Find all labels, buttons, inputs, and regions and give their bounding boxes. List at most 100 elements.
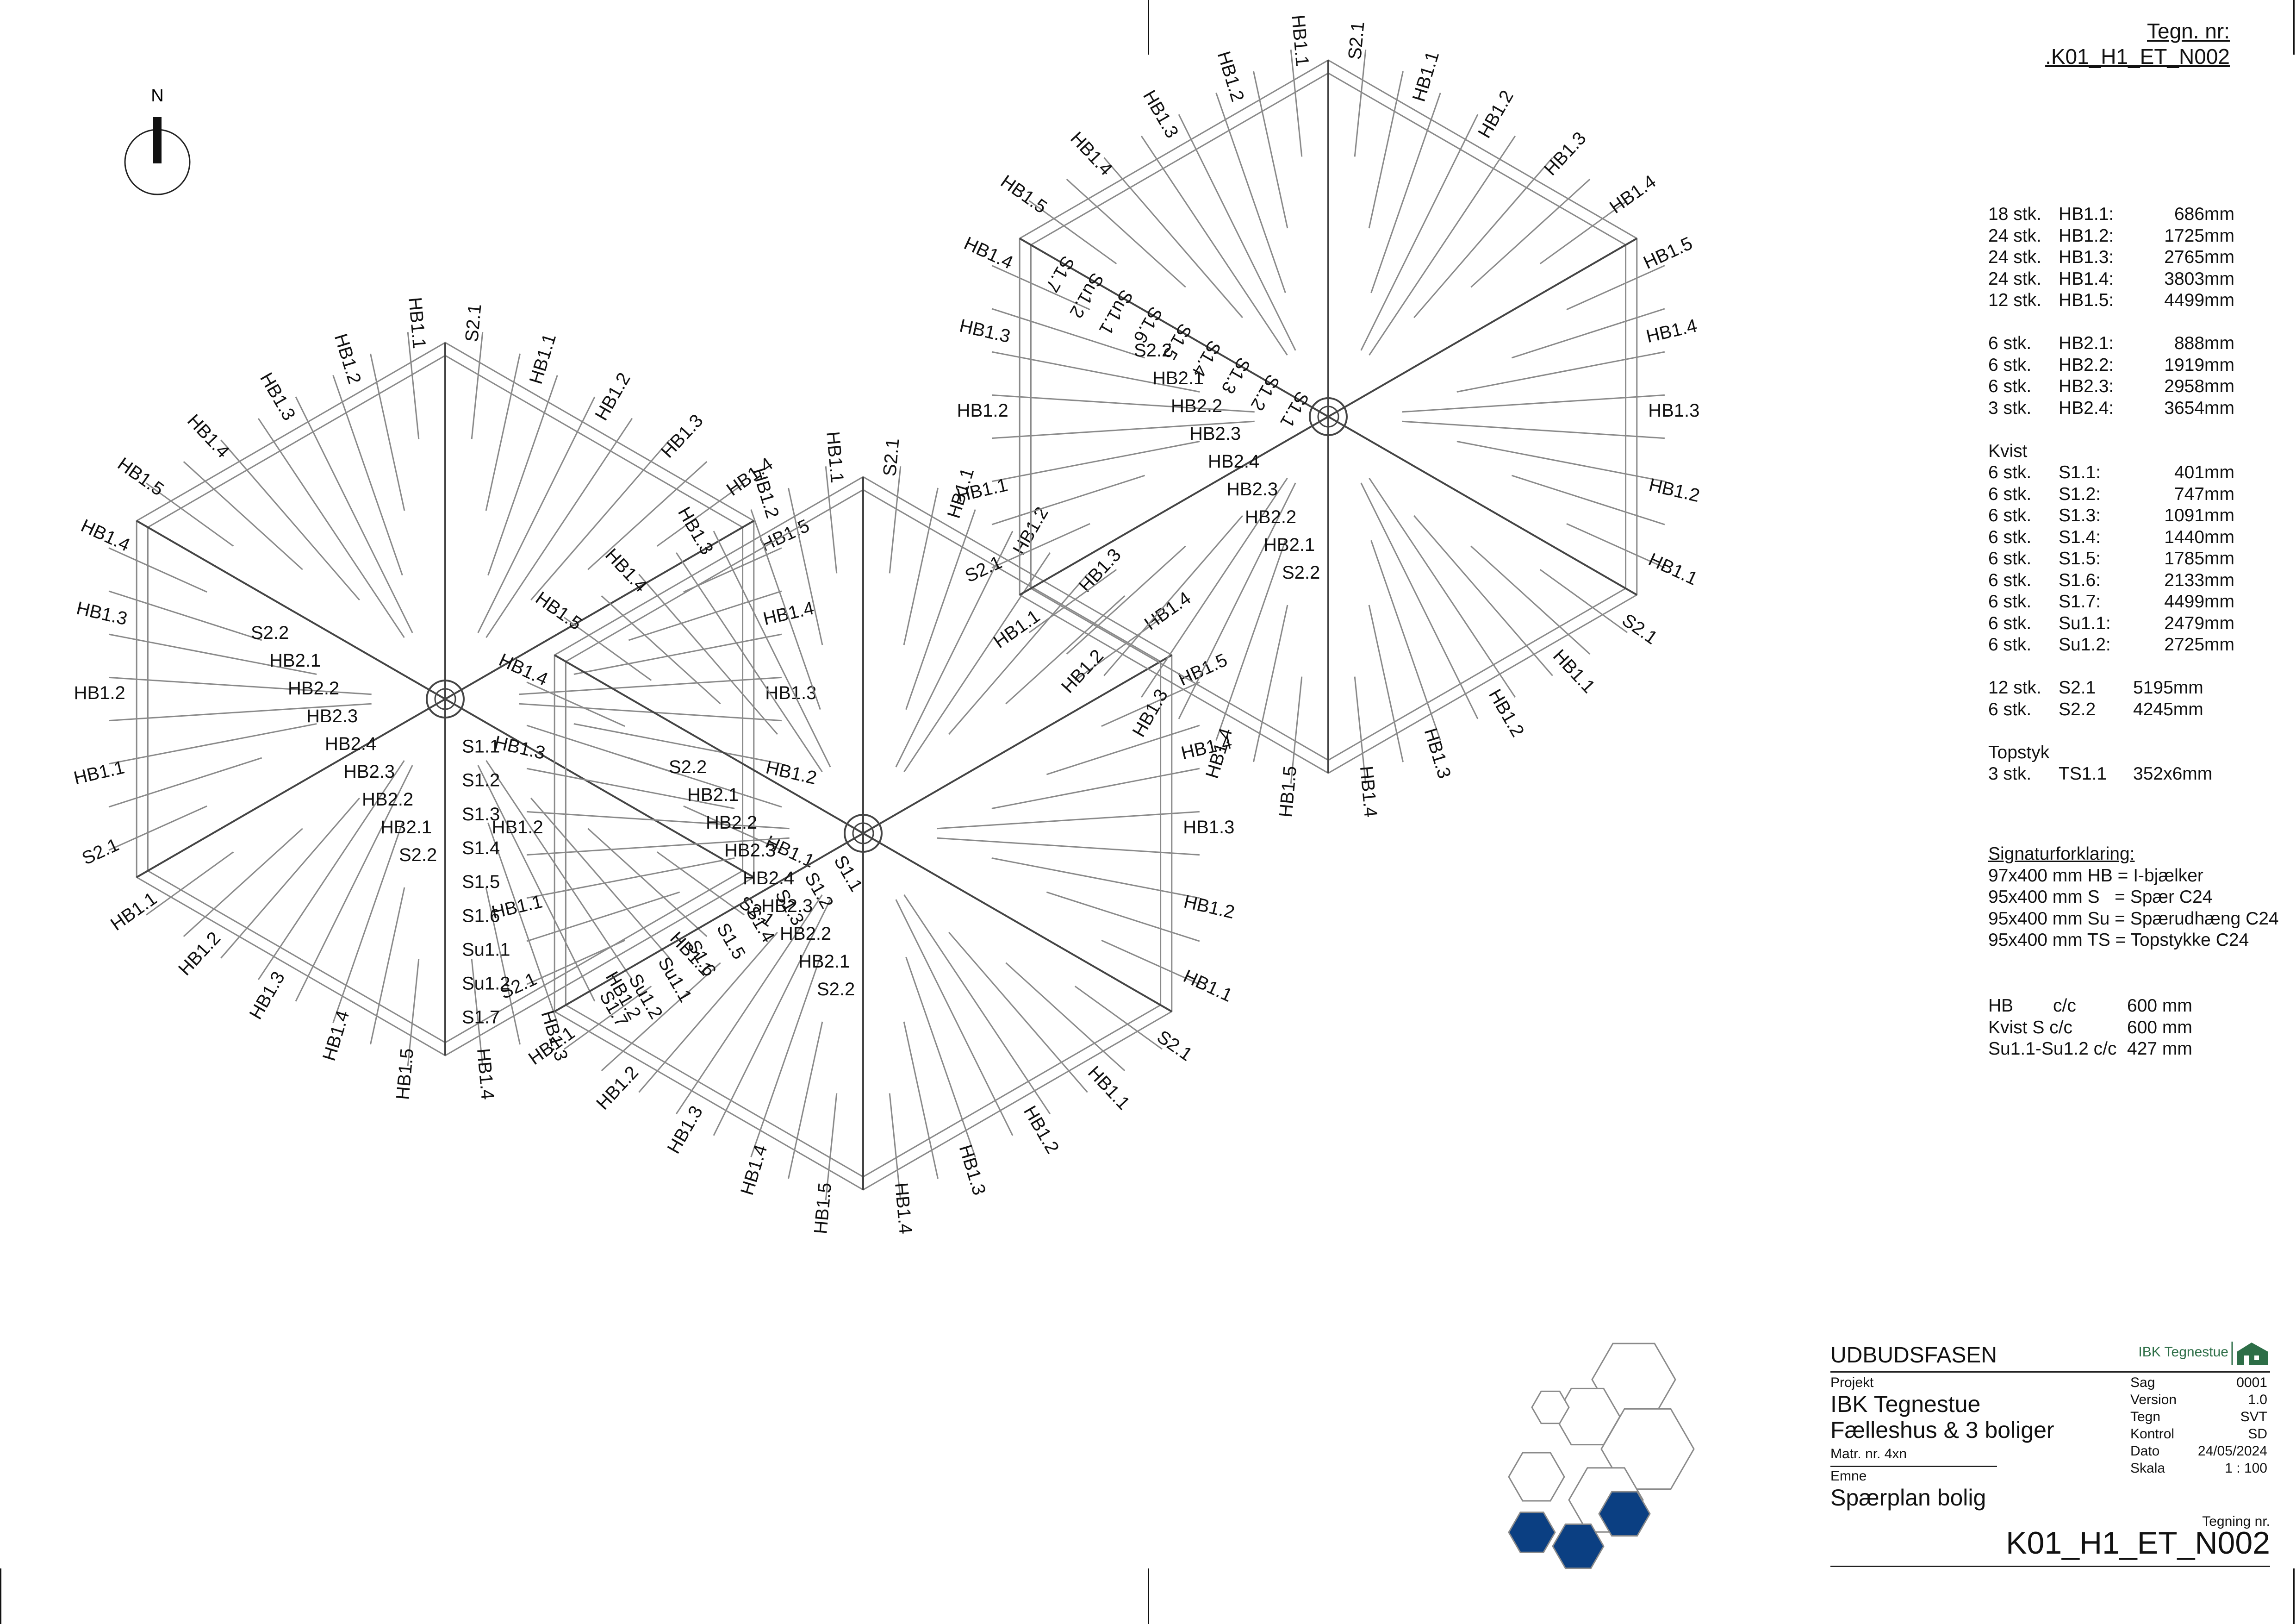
rafter (1539, 569, 1628, 633)
rafter (675, 552, 823, 773)
spacing-unit: c/c (2053, 996, 2076, 1016)
schedule-code: S2.2 (2059, 699, 2096, 719)
hip-rafter (445, 520, 754, 700)
hip-rafter (1328, 416, 1637, 596)
schedule-qty: 6 stk. (1988, 592, 2032, 612)
meta-key: Version (2130, 1392, 2177, 1407)
rafter (948, 574, 1088, 735)
rafter (1566, 265, 1665, 311)
rafter (1290, 50, 1303, 157)
member-label: HB1.2 (592, 1062, 642, 1113)
schedule-row: 6 stk. S2.2 4245mm (1988, 699, 2203, 721)
member-label: HB1.3 (1075, 544, 1125, 596)
rafter (937, 837, 1200, 856)
kvist-label: S1.1 (830, 852, 866, 895)
roof-hexagon: S2.1 HB1.1 HB1.2 HB1.3 HB1.4 HB1.5 HB1.4 HB1.3 H… (955, 14, 1702, 818)
rafter (1005, 595, 1126, 705)
member-label: HB1.1 (990, 606, 1044, 652)
schedule-hb2: 6 stk. HB2.1: 888mm 6 stk. HB2.2: 1919mm 6 stk… (1988, 333, 2234, 419)
schedule-topstyk-heading: Topstyk (1988, 742, 2050, 762)
spacing-notes: HB c/c 600 mm Kvist S c/c 600 mm Su1.1-S… (1988, 995, 2266, 1060)
schedule-length: 3654mm (2164, 398, 2234, 418)
member-label: HB1.2 (1058, 645, 1108, 697)
member-label: HB1.1 (1645, 549, 1700, 589)
rafter (370, 887, 405, 1045)
kvist-label: Su1.1 (1095, 286, 1137, 338)
member-label: HB1.2 (1182, 891, 1237, 923)
meta-row: Kontrol SD (2130, 1426, 2267, 1444)
rafter (573, 723, 782, 765)
rafter (407, 959, 420, 1066)
rafter (564, 617, 652, 681)
schedule-code: S1.4: (2059, 527, 2101, 547)
rafter (183, 461, 303, 570)
schedule-code: S1.5: (2059, 549, 2101, 568)
spacing-row: Su1.1-Su1.2 c/c 427 mm (1988, 1038, 2266, 1060)
schedule-code: HB2.4: (2059, 398, 2114, 418)
rafter (903, 1021, 939, 1179)
logo-hexagon (1508, 1452, 1565, 1502)
company-brand: IBK Tegnestue (2131, 1337, 2270, 1369)
rafter (183, 828, 303, 937)
legend-item: 97x400 mm HB = I-bjælker (1988, 865, 2203, 886)
rafter (1369, 135, 1516, 356)
spacing-value: 600 mm (2127, 1017, 2192, 1037)
member-label: S2.1 (962, 552, 1005, 586)
rafter (750, 956, 821, 1157)
spacing-name: Su1.1-Su1.2 c/c (1988, 1039, 2117, 1059)
spacing-value: 427 mm (2127, 1039, 2192, 1059)
schedule-qty: 6 stk. (1988, 506, 2032, 525)
member-label: HB1.3 (1540, 128, 1590, 179)
rafter (601, 595, 721, 705)
schedule-row: 6 stk. S1.7: 4499mm (1988, 591, 2234, 613)
rafter (1103, 515, 1243, 676)
schedule-code: S1.7: (2059, 592, 2101, 612)
rafter (530, 797, 670, 959)
schedule-s2: 12 stk. S2.1 5195mm 6 stk. S2.2 4245mm (1988, 677, 2203, 721)
crop-mark-bottom-left-edge (0, 1568, 1, 1624)
rafter (1029, 569, 1117, 633)
kvist-label: S1.5 (462, 872, 500, 892)
rafter (564, 986, 652, 1050)
drawing-ref-number: .K01_H1_ET_N002 (2045, 44, 2230, 69)
rafter (220, 797, 360, 959)
hb2-label: S2.2 (817, 979, 855, 999)
rafter (903, 552, 1051, 773)
rafter (1402, 420, 1665, 439)
rafter (146, 482, 234, 547)
rafter (628, 590, 782, 641)
schedule-length: 401mm (2174, 462, 2234, 482)
rafter (991, 523, 1090, 568)
schedule-hb1: 18 stk. HB1.1: 686mm 24 stk. HB1.2: 1725mm 24 … (1988, 204, 2234, 312)
logo-hexagon (1552, 1523, 1605, 1569)
schedule-length: 2133mm (2164, 570, 2234, 590)
member-label: HB1.2 (764, 757, 819, 788)
drawing-number: K01_H1_ET_N002 (2006, 1525, 2270, 1561)
hb2-label: HB2.1 (1263, 535, 1315, 555)
schedule-length: 1919mm (2164, 355, 2234, 375)
rafter (527, 811, 790, 830)
top-hub (426, 680, 465, 718)
kvist-label: S1.5 (713, 920, 749, 963)
kvist-label: Su1.2 (462, 974, 510, 994)
rafter (146, 851, 234, 916)
rafter (573, 633, 782, 675)
schedule-code: Su1.2: (2059, 635, 2111, 655)
rafter (889, 1093, 902, 1200)
rafter (1370, 93, 1441, 294)
member-label: HB1.3 (1420, 726, 1455, 781)
spacing-name: HB (1988, 996, 2014, 1016)
schedule-length: 747mm (2174, 484, 2234, 504)
meta-row: Dato 24/05/2024 (2130, 1443, 2267, 1461)
rafter (530, 439, 670, 601)
rafter (895, 531, 1014, 768)
rafter (1369, 477, 1516, 698)
member-label: HB1.2 (1647, 475, 1702, 506)
schedule-row: 12 stk. HB1.5: 4499mm (1988, 290, 2234, 312)
schedule-length: 2765mm (2164, 247, 2234, 267)
member-label: HB1.2 (957, 400, 1008, 421)
schedule-length: 1785mm (2164, 549, 2234, 568)
member-label: HB1.4 (183, 410, 233, 462)
member-label: HB1.3 (1128, 686, 1172, 740)
